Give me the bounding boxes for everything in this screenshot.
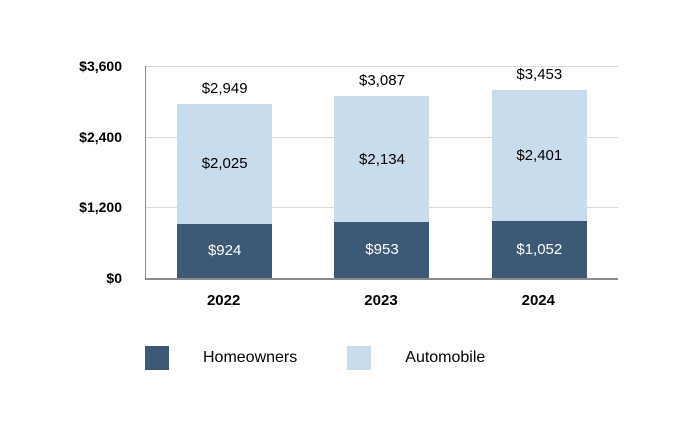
x-tick-label: 2023 xyxy=(364,292,398,309)
legend-label: Homeowners xyxy=(203,349,298,366)
x-tick-label: 2022 xyxy=(206,292,241,309)
bar-column-2023: $3,087 $2,134 $953 xyxy=(334,66,430,278)
segment-value-label: $2,134 xyxy=(359,150,405,168)
y-tick-label: $3,600 xyxy=(79,58,122,74)
bar-segment-homeowners: $1,052 xyxy=(491,220,587,278)
homeowners-swatch-icon xyxy=(145,346,169,370)
bars-container: $2,949 $2,025 $924 $3,087 $2,134 $953 $3,453 $2… xyxy=(146,66,618,278)
legend-item-homeowners: Homeowners xyxy=(145,346,297,370)
bar-column-2024: $3,453 $2,401 $1,052 xyxy=(491,66,587,278)
legend-item-automobile: Automobile xyxy=(347,346,485,370)
total-label: $3,453 xyxy=(516,66,563,83)
bar-segment-homeowners: $924 xyxy=(177,223,273,278)
gridline xyxy=(146,66,618,67)
y-axis: $0 $1,200 $2,400 $3,600 xyxy=(0,58,122,286)
x-axis: 2022 2023 2024 xyxy=(145,292,617,309)
y-tick-label: $0 xyxy=(106,270,122,286)
y-tick-label: $1,200 xyxy=(79,199,122,216)
segment-value-label: $1,052 xyxy=(516,240,563,258)
segment-value-label: $2,025 xyxy=(201,155,248,173)
x-tick-label: 2024 xyxy=(521,292,555,309)
bar-segment-homeowners: $953 xyxy=(334,221,430,278)
bar-segment-automobile: $2,025 xyxy=(177,104,273,224)
legend: Homeowners Automobile xyxy=(145,346,485,370)
automobile-swatch-icon xyxy=(347,346,372,370)
plot-area: $2,949 $2,025 $924 $3,087 $2,134 $953 $3,453 $2… xyxy=(145,66,618,280)
legend-label: Automobile xyxy=(405,349,486,366)
bar-segment-automobile: $2,134 xyxy=(334,96,430,222)
bar-column-2022: $2,949 $2,025 $924 xyxy=(177,66,273,278)
y-tick-label: $2,400 xyxy=(79,128,122,145)
bar-segment-automobile: $2,401 xyxy=(491,90,587,221)
total-label: $3,087 xyxy=(359,72,405,90)
total-label: $2,949 xyxy=(201,80,248,98)
segment-value-label: $953 xyxy=(365,241,399,259)
segment-value-label: $2,401 xyxy=(516,146,563,164)
segment-value-label: $924 xyxy=(207,242,242,260)
